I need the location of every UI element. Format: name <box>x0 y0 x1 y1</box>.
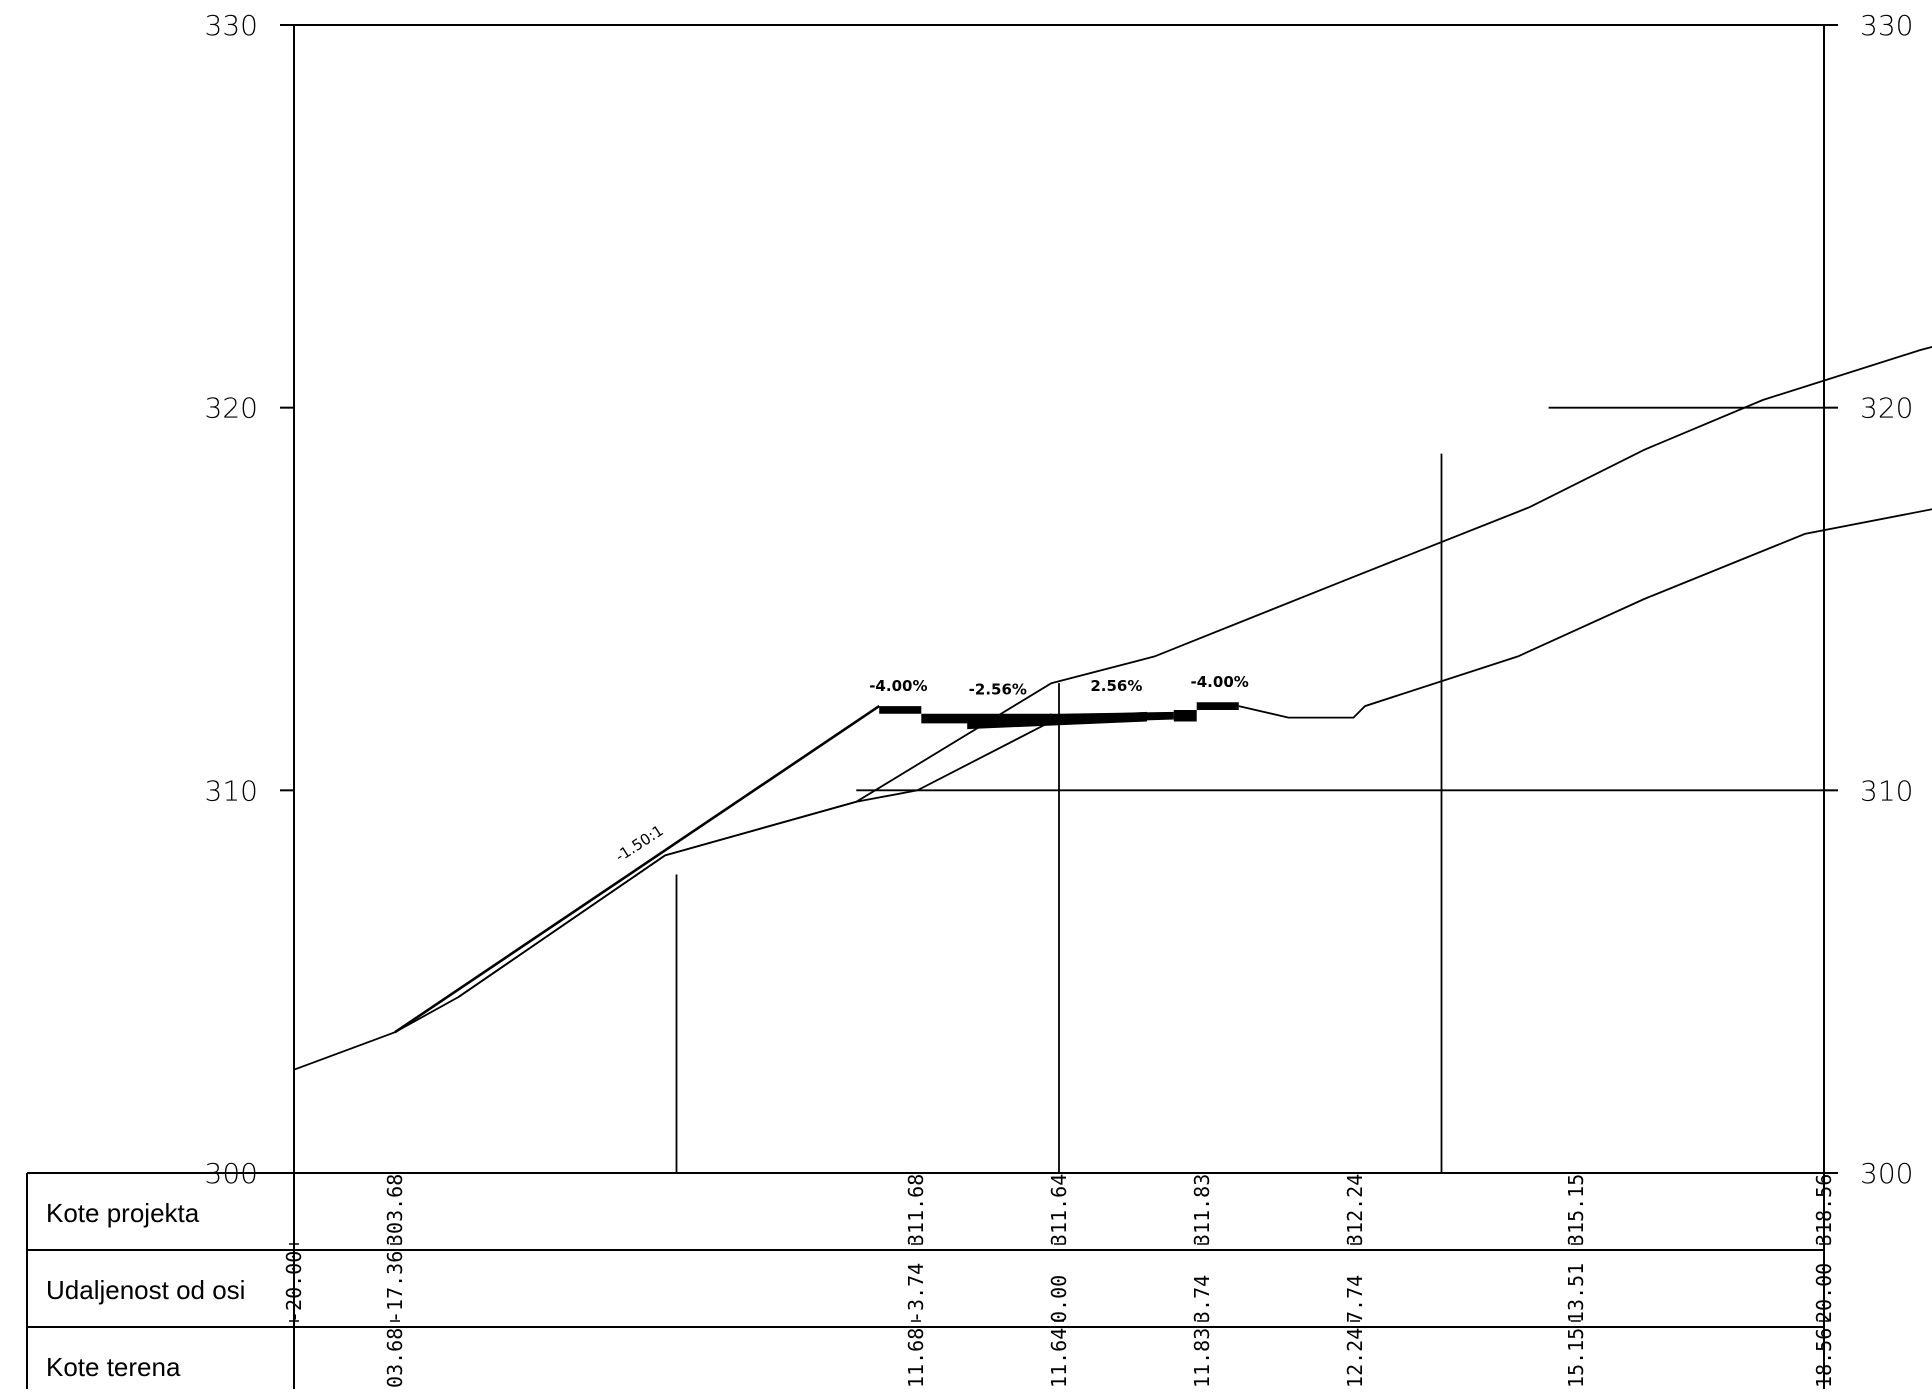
y-tick-label-right: 330 <box>1860 9 1913 42</box>
y-tick-label-right: 320 <box>1860 392 1913 425</box>
y-tick-label-left: 330 <box>205 9 258 42</box>
pavement-layer <box>1173 710 1197 722</box>
table-value: 311.83 <box>1190 1174 1214 1246</box>
terrain-lower-line <box>457 713 1053 998</box>
table-value: 20.00 <box>1812 1263 1836 1323</box>
table-row-label: Kote terena <box>46 1352 181 1382</box>
y-tick-label-left: 310 <box>205 774 258 807</box>
table-value: -3.74 <box>904 1263 928 1323</box>
ditch-line <box>1238 508 1932 719</box>
grade-label: -4.00% <box>869 677 927 695</box>
cut-slope-line <box>394 705 880 1034</box>
table-value: 303.68 <box>383 1174 407 1246</box>
grade-label: -2.56% <box>969 681 1027 699</box>
y-tick-label-right: 310 <box>1860 774 1913 807</box>
y-tick-label-left: 320 <box>205 392 258 425</box>
table-value: 303.68 <box>383 1328 407 1389</box>
table-value: 0.00 <box>1047 1275 1071 1323</box>
table-row-label: Kote projekta <box>46 1198 200 1228</box>
table-value: -17.36 <box>383 1251 407 1323</box>
pavement-layer <box>879 706 922 714</box>
table-value: 311.64 <box>1047 1174 1071 1246</box>
grade-label: -4.00% <box>1191 673 1249 691</box>
y-tick-label-right: 300 <box>1860 1157 1913 1190</box>
pavement-layer <box>1059 711 1174 724</box>
table-value: 311.68 <box>904 1174 928 1246</box>
road-structure <box>879 702 1239 730</box>
table-value: 315.15 <box>1564 1328 1588 1389</box>
pavement-layer <box>921 713 983 724</box>
table-value: 318.56 <box>1812 1174 1836 1246</box>
table-value: 312.24 <box>1343 1174 1367 1246</box>
table-value: 315.15 <box>1564 1174 1588 1246</box>
grade-label: 2.56% <box>1090 677 1142 695</box>
table-value: 311.68 <box>904 1328 928 1389</box>
terrain-upper-line <box>293 346 1932 1071</box>
table-value: 318.56 <box>1812 1328 1836 1389</box>
table-value: 3.74 <box>1190 1275 1214 1323</box>
table-row-label: Udaljenost od osi <box>46 1275 245 1305</box>
annotation-group: -4.00% -2.56% 2.56% -4.00%-1.50:1 <box>612 673 1249 866</box>
data-table: Kote projekta Udaljenost od osi Kote teren… <box>26 1172 1836 1394</box>
pavement-layer <box>1196 702 1239 710</box>
table-value: 13.51 <box>1564 1263 1588 1323</box>
table-value: 311.64 <box>1047 1328 1071 1389</box>
table-value: 7.74 <box>1343 1275 1367 1323</box>
table-value: 312.24 <box>1343 1328 1367 1389</box>
table-value: -20.00 <box>282 1251 306 1323</box>
table-value: 311.83 <box>1190 1328 1214 1389</box>
